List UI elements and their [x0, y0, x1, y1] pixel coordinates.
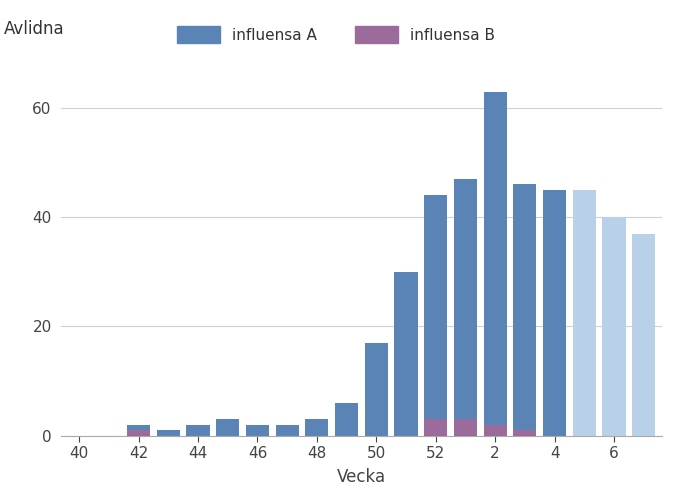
Bar [543, 190, 566, 436]
Bar [335, 403, 358, 436]
Bar [127, 430, 150, 436]
Text: Avlidna: Avlidna [4, 20, 65, 38]
Bar [602, 217, 625, 436]
Bar [186, 425, 209, 436]
Bar [216, 419, 239, 436]
Bar [632, 234, 655, 436]
Bar [484, 92, 507, 436]
Bar [484, 425, 507, 436]
Bar [454, 419, 477, 436]
Bar [573, 190, 596, 436]
X-axis label: Vecka: Vecka [337, 468, 386, 486]
Legend: influensa A, influensa B: influensa A, influensa B [171, 20, 501, 49]
Bar [394, 272, 417, 436]
Bar [127, 425, 150, 436]
Bar [365, 343, 388, 436]
Bar [306, 419, 329, 436]
Bar [514, 430, 537, 436]
Bar [514, 185, 537, 436]
Bar [454, 179, 477, 436]
Bar [424, 196, 447, 436]
Bar [246, 425, 269, 436]
Bar [276, 425, 299, 436]
Bar [157, 430, 180, 436]
Bar [424, 419, 447, 436]
